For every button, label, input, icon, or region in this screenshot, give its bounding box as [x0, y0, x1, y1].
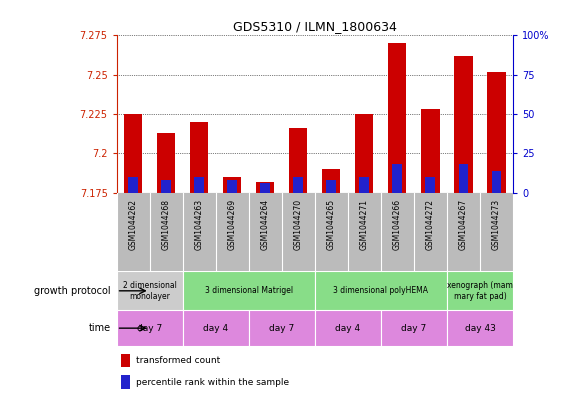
Bar	[227, 180, 237, 193]
Bar	[359, 177, 370, 193]
Text: GSM1044271: GSM1044271	[360, 199, 369, 250]
Text: day 4: day 4	[203, 324, 229, 332]
Bar	[388, 43, 406, 193]
Text: day 7: day 7	[269, 324, 294, 332]
Bar	[128, 177, 138, 193]
Text: GSM1044270: GSM1044270	[294, 199, 303, 250]
Text: 3 dimensional polyHEMA: 3 dimensional polyHEMA	[333, 286, 429, 295]
Bar	[289, 128, 307, 193]
Text: GSM1044269: GSM1044269	[228, 199, 237, 250]
Bar	[117, 310, 182, 346]
Bar	[256, 182, 275, 193]
Bar	[326, 180, 336, 193]
Text: time: time	[89, 323, 111, 333]
Text: GSM1044265: GSM1044265	[327, 199, 336, 250]
Text: xenograph (mam
mary fat pad): xenograph (mam mary fat pad)	[447, 281, 513, 301]
Bar	[117, 271, 182, 310]
Bar	[315, 310, 381, 346]
Bar	[315, 271, 447, 310]
Title: GDS5310 / ILMN_1800634: GDS5310 / ILMN_1800634	[233, 20, 397, 33]
Text: growth protocol: growth protocol	[34, 286, 111, 296]
Bar	[458, 164, 468, 193]
Text: GSM1044268: GSM1044268	[161, 199, 171, 250]
Bar	[426, 177, 436, 193]
Bar	[121, 354, 131, 367]
Bar	[293, 177, 303, 193]
Bar	[447, 310, 513, 346]
Bar	[381, 310, 447, 346]
Text: GSM1044266: GSM1044266	[393, 199, 402, 250]
Bar	[182, 271, 315, 310]
Bar	[355, 114, 374, 193]
Text: GSM1044262: GSM1044262	[129, 199, 138, 250]
Bar	[121, 375, 131, 389]
Bar	[422, 109, 440, 193]
Text: day 4: day 4	[335, 324, 360, 332]
Bar	[392, 164, 402, 193]
Text: day 7: day 7	[401, 324, 427, 332]
Bar	[454, 56, 473, 193]
Bar	[190, 122, 208, 193]
Text: day 43: day 43	[465, 324, 496, 332]
Bar	[447, 271, 513, 310]
Text: 3 dimensional Matrigel: 3 dimensional Matrigel	[205, 286, 293, 295]
Text: percentile rank within the sample: percentile rank within the sample	[136, 378, 290, 387]
Bar	[487, 72, 505, 193]
Text: GSM1044264: GSM1044264	[261, 199, 270, 250]
Text: GSM1044272: GSM1044272	[426, 199, 435, 250]
Text: GSM1044267: GSM1044267	[459, 199, 468, 250]
Bar	[161, 180, 171, 193]
Bar	[157, 133, 175, 193]
Bar	[124, 114, 142, 193]
Bar	[260, 183, 270, 193]
Bar	[182, 310, 249, 346]
Text: transformed count: transformed count	[136, 356, 221, 365]
Text: GSM1044263: GSM1044263	[195, 199, 203, 250]
Text: GSM1044273: GSM1044273	[492, 199, 501, 250]
Bar	[223, 177, 241, 193]
Text: 2 dimensional
monolayer: 2 dimensional monolayer	[122, 281, 177, 301]
Bar	[322, 169, 340, 193]
Bar	[491, 171, 501, 193]
Text: day 7: day 7	[137, 324, 162, 332]
Bar	[194, 177, 204, 193]
Bar	[249, 310, 315, 346]
